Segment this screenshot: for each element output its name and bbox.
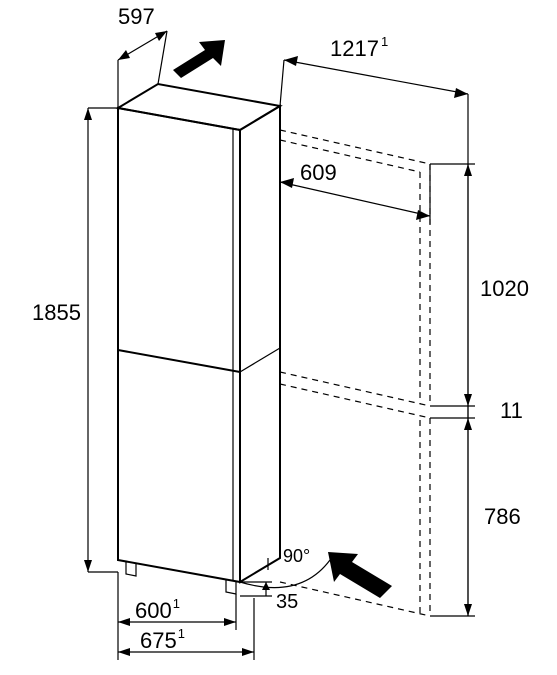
dim-depth-top-value: 597 (118, 4, 155, 29)
dim-base-depth-1-value: 6001 (135, 596, 180, 623)
dim-width-total-value: 12171 (330, 34, 388, 61)
dim-width-total: 12171 (280, 34, 468, 616)
depth-direction-arrow (173, 40, 225, 78)
doors-open-dashed (240, 130, 430, 616)
dim-height-total-value: 1855 (32, 300, 81, 325)
dim-lower-h-value: 786 (484, 504, 521, 529)
dim-upper-h-value: 1020 (480, 276, 529, 301)
dim-base-depths: 6001 6751 35 (118, 572, 298, 660)
dim-door-radius: 609 (280, 106, 430, 224)
dim-gap-h-value: 11 (500, 398, 523, 423)
access-direction-arrow (328, 552, 392, 598)
dim-height-total: 1855 (32, 108, 118, 572)
appliance-body (118, 84, 280, 594)
dim-door-angle-value: 90° (283, 546, 310, 566)
dim-door-radius-value: 609 (300, 160, 337, 185)
dim-door-angle: 90° (283, 546, 310, 566)
dimension-drawing: 1855 597 12171 609 (0, 0, 557, 675)
dim-right-stack: 1020 11 786 (430, 164, 529, 616)
dim-foot-h-value: 35 (276, 591, 298, 613)
dim-base-depth-2-value: 6751 (140, 626, 185, 653)
